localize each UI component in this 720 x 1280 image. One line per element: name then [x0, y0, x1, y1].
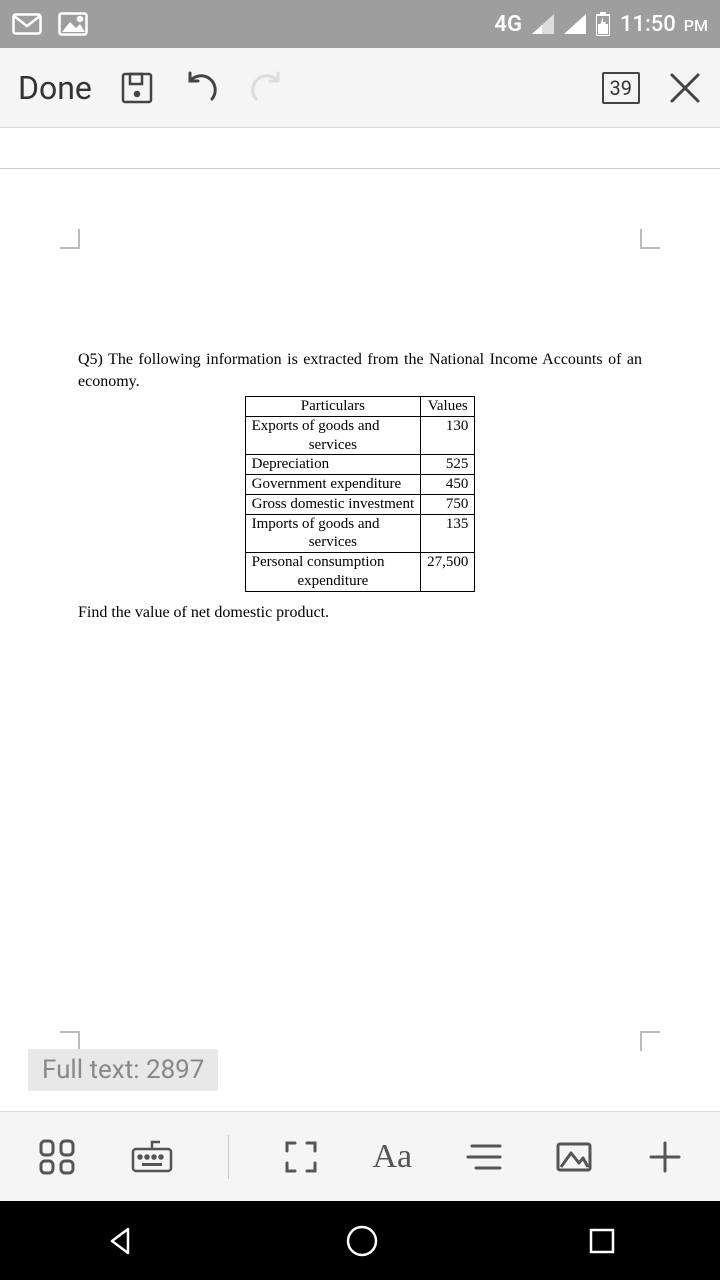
page-count[interactable]: 39: [602, 72, 640, 104]
network-label: 4G: [494, 12, 522, 37]
undo-icon[interactable]: [182, 71, 220, 105]
templates-icon[interactable]: [37, 1137, 77, 1177]
list-icon[interactable]: [466, 1142, 502, 1172]
data-table: Particulars Values Exports of goods ands…: [245, 396, 476, 592]
full-text-badge: Full text: 2897: [28, 1049, 218, 1091]
back-button[interactable]: [104, 1225, 136, 1257]
save-icon[interactable]: [120, 71, 154, 105]
table-header: Particulars: [245, 397, 420, 417]
table-row: Personal consumptionexpenditure 27,500: [245, 553, 475, 592]
crop-corner: [640, 229, 660, 249]
bottom-toolbar: Aa: [0, 1111, 720, 1201]
document-page[interactable]: Q5) The following information is extract…: [0, 169, 720, 1111]
image-icon: [58, 12, 88, 36]
signal-icon-2: [564, 14, 586, 34]
add-icon[interactable]: [647, 1139, 683, 1175]
table-row: Government expenditure 450: [245, 475, 475, 495]
keyboard-icon[interactable]: [130, 1139, 174, 1175]
status-bar: 4G 11:50 PM: [0, 0, 720, 48]
question-text: Q5) The following information is extract…: [78, 349, 642, 392]
document-content: Q5) The following information is extract…: [48, 229, 672, 622]
recent-apps-button[interactable]: [588, 1227, 616, 1255]
mail-icon: [12, 13, 42, 35]
android-nav-bar: [0, 1201, 720, 1280]
fullscreen-icon[interactable]: [283, 1139, 319, 1175]
table-row: Imports of goods andservices 135: [245, 514, 475, 553]
close-icon[interactable]: [668, 71, 702, 105]
table-row: Depreciation 525: [245, 455, 475, 475]
separator: [228, 1135, 229, 1179]
crop-corner: [60, 1031, 80, 1051]
table-header: Values: [421, 397, 475, 417]
table-row: Gross domestic investment 750: [245, 494, 475, 514]
redo-icon: [248, 71, 286, 105]
clock-time: 11:50 PM: [620, 12, 708, 37]
insert-image-icon[interactable]: [555, 1141, 593, 1173]
crop-corner: [60, 229, 80, 249]
signal-icon: [532, 14, 554, 34]
done-button[interactable]: Done: [18, 69, 92, 107]
instruction-text: Find the value of net domestic product.: [78, 604, 642, 622]
table-row: Exports of goods andservices 130: [245, 416, 475, 455]
font-icon[interactable]: Aa: [372, 1138, 412, 1176]
home-button[interactable]: [345, 1224, 379, 1258]
battery-icon: [596, 12, 610, 36]
crop-corner: [640, 1031, 660, 1051]
app-toolbar: Done 39: [0, 48, 720, 128]
